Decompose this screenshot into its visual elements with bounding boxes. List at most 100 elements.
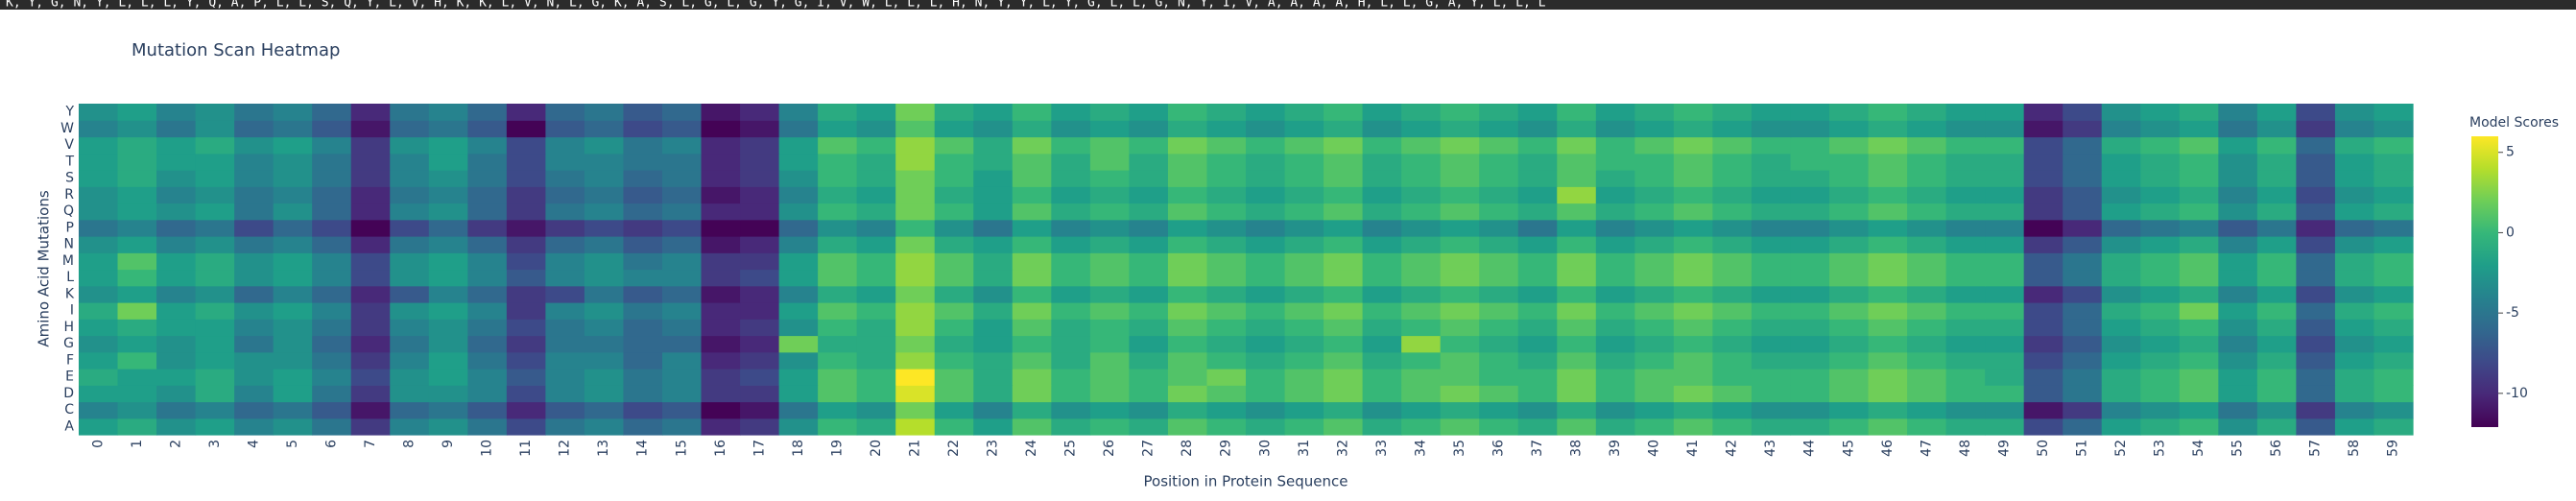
heatmap-cell bbox=[1557, 351, 1597, 370]
heatmap-cell bbox=[973, 120, 1014, 138]
heatmap-cell bbox=[195, 401, 235, 419]
heatmap-cell bbox=[1595, 418, 1635, 436]
heatmap-cell bbox=[2256, 335, 2297, 353]
heatmap-cell bbox=[2023, 170, 2063, 187]
heatmap-cell bbox=[934, 369, 974, 386]
heatmap-cell bbox=[2140, 186, 2181, 204]
heatmap-cell bbox=[1089, 170, 1130, 187]
heatmap-cell bbox=[545, 236, 585, 253]
heatmap-cell bbox=[1985, 203, 2025, 221]
heatmap-cell bbox=[234, 170, 274, 187]
heatmap-cell bbox=[934, 302, 974, 320]
heatmap-cell bbox=[1945, 153, 1986, 171]
y-tick-label: A bbox=[64, 418, 74, 434]
heatmap-cell bbox=[1907, 269, 1947, 287]
heatmap-cell bbox=[973, 136, 1014, 155]
heatmap-cell bbox=[1907, 335, 1947, 353]
heatmap-cell bbox=[2023, 369, 2063, 386]
heatmap-cell bbox=[156, 153, 197, 171]
heatmap-cell bbox=[506, 302, 546, 320]
heatmap-cell bbox=[1479, 153, 1519, 171]
heatmap-cell bbox=[934, 104, 974, 121]
heatmap-cell bbox=[1167, 104, 1208, 121]
heatmap-cell bbox=[2023, 104, 2063, 121]
heatmap-cell bbox=[2063, 401, 2103, 419]
heatmap-cell bbox=[2101, 302, 2141, 320]
heatmap-cell bbox=[1440, 418, 1480, 436]
heatmap-cell bbox=[2101, 186, 2141, 204]
heatmap-cell bbox=[1829, 236, 1870, 253]
heatmap-cell bbox=[156, 401, 197, 419]
heatmap-cell bbox=[79, 170, 119, 187]
heatmap-cell bbox=[428, 120, 468, 138]
heatmap-cell bbox=[312, 335, 352, 353]
heatmap-cell bbox=[312, 285, 352, 303]
heatmap-cell bbox=[584, 351, 625, 370]
heatmap-cell bbox=[2373, 186, 2414, 204]
heatmap-cell bbox=[623, 418, 663, 436]
heatmap-cell bbox=[856, 418, 896, 436]
heatmap-cell bbox=[2063, 136, 2103, 155]
heatmap-cell bbox=[2218, 186, 2258, 204]
heatmap-cell bbox=[701, 136, 741, 155]
heatmap-cell bbox=[2218, 269, 2258, 287]
heatmap-cell bbox=[1595, 186, 1635, 204]
heatmap-cell bbox=[545, 401, 585, 419]
heatmap-cell bbox=[778, 236, 819, 253]
heatmap-cell bbox=[2296, 418, 2336, 436]
heatmap-cell bbox=[701, 236, 741, 253]
heatmap-cell bbox=[1206, 120, 1247, 138]
heatmap-cell bbox=[662, 252, 703, 271]
heatmap-cell bbox=[1167, 236, 1208, 253]
x-tick-label: 34 bbox=[1413, 440, 1428, 457]
heatmap-cell bbox=[2256, 351, 2297, 370]
heatmap-cell bbox=[273, 418, 313, 436]
heatmap-cell bbox=[1557, 120, 1597, 138]
heatmap-cell bbox=[1907, 369, 1947, 386]
heatmap-cell bbox=[973, 351, 1014, 370]
heatmap-cell bbox=[1284, 302, 1324, 320]
x-tick-label: 19 bbox=[829, 440, 845, 457]
heatmap-cell bbox=[234, 302, 274, 320]
heatmap-cell bbox=[1362, 186, 1402, 204]
heatmap-cell bbox=[1206, 252, 1247, 271]
heatmap-cell bbox=[1945, 136, 1986, 155]
heatmap-cell bbox=[1985, 335, 2025, 353]
heatmap-cell bbox=[1324, 285, 1364, 303]
chart-title: Mutation Scan Heatmap bbox=[131, 40, 340, 60]
heatmap-cell bbox=[273, 120, 313, 138]
heatmap-cell bbox=[2140, 104, 2181, 121]
heatmap-cell bbox=[701, 219, 741, 237]
heatmap-cell bbox=[312, 351, 352, 370]
heatmap-cell bbox=[1829, 136, 1870, 155]
heatmap-cell bbox=[1401, 219, 1442, 237]
heatmap-cell bbox=[2256, 186, 2297, 204]
heatmap-cell bbox=[1129, 302, 1169, 320]
heatmap-cell bbox=[1206, 385, 1247, 403]
heatmap-cell bbox=[1751, 236, 1792, 253]
y-tick-label: I bbox=[70, 303, 74, 319]
heatmap-cell bbox=[1012, 252, 1052, 271]
y-axis-title: Amino Acid Mutations bbox=[36, 190, 53, 346]
heatmap-cell bbox=[1324, 335, 1364, 353]
heatmap-cell bbox=[1595, 401, 1635, 419]
heatmap-cell bbox=[1206, 335, 1247, 353]
heatmap-cell bbox=[973, 418, 1014, 436]
heatmap-cell bbox=[1751, 269, 1792, 287]
heatmap-cell bbox=[1401, 385, 1442, 403]
heatmap-cell bbox=[350, 385, 391, 403]
heatmap-cell bbox=[2334, 219, 2375, 237]
heatmap-cell bbox=[1246, 319, 1286, 337]
heatmap-cell bbox=[1985, 153, 2025, 171]
heatmap-cell bbox=[1051, 153, 1091, 171]
heatmap-cell bbox=[506, 319, 546, 337]
x-tick-label: 53 bbox=[2153, 440, 2168, 457]
heatmap-cell bbox=[117, 269, 157, 287]
heatmap-cell bbox=[1790, 186, 1830, 204]
heatmap-cell bbox=[1089, 203, 1130, 221]
heatmap-cell bbox=[2256, 252, 2297, 271]
heatmap-cell bbox=[2101, 401, 2141, 419]
heatmap-cell bbox=[1089, 319, 1130, 337]
heatmap-cell bbox=[1324, 136, 1364, 155]
